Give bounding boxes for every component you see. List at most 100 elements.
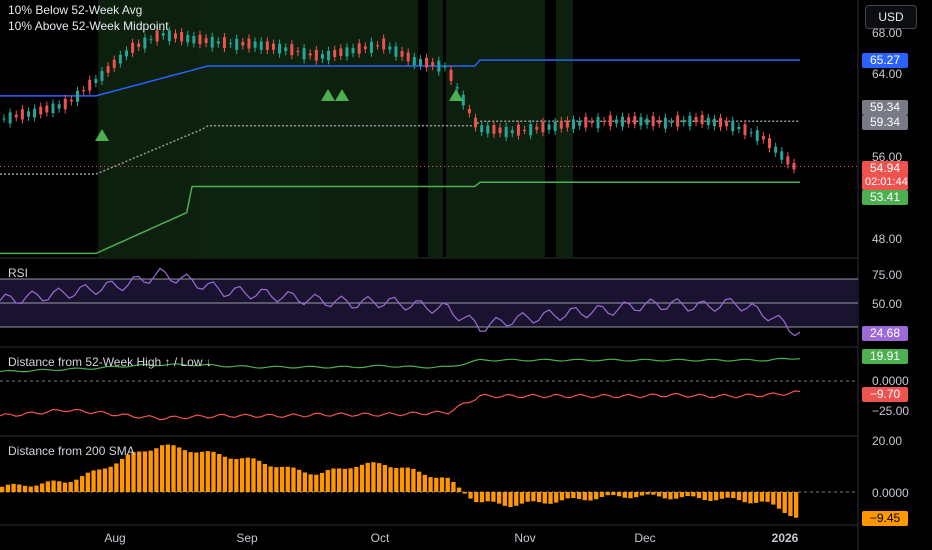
candle-body [198,34,202,45]
dist-sma-bar [188,452,193,492]
candle-body [124,50,128,57]
dist-sma-bar [611,492,616,496]
candle-body [535,126,539,130]
dist-sma-bar [748,492,753,504]
dist-sma-bar [496,492,502,504]
dist-sma-bar [342,468,348,492]
candle-body [676,115,680,127]
dist-sma-bar [754,492,759,503]
candle-body [112,59,116,68]
dist-sma-bar [97,469,102,492]
dist-sma-bar [199,451,205,492]
candle-body [467,108,471,114]
candle-body [596,117,600,129]
candle-body [559,120,563,129]
candle-body [461,94,465,106]
dist-sma-bar [251,458,256,492]
dist-sma-bar [68,481,73,492]
candle-body [278,43,282,54]
dist-sma-bar [645,492,650,495]
dist-sma-bar [765,492,770,502]
rsi-value-badge: 24.68 [862,326,908,341]
dist-sma-bar [445,477,450,492]
price-tick-56: 56.00 [872,150,903,164]
dist-sma-bar [62,482,68,492]
dist-sma-bar [702,492,707,501]
candle-body [443,66,447,68]
candle-body [222,37,226,49]
candle-body [706,117,710,126]
candle-body [688,115,692,127]
dist-sma-bar [759,492,765,502]
mid-line-value-badge-bottom: 59.34 [862,115,908,130]
dist-sma-bar [594,492,599,500]
candle-body [327,50,331,61]
dist-sma-bar [159,445,165,492]
dist-sma-bar [479,492,485,503]
dist-sma-bar [576,492,582,499]
dist-sma-bar [674,492,679,499]
candle-body [614,119,618,124]
dist-sma-bar [245,457,250,492]
candle-body [82,90,86,92]
dist-sma-bar [148,450,153,492]
dist-sma-bar [548,492,553,504]
dist-sma-bar [725,492,730,498]
candle-body [406,52,410,62]
dist-sma-bar [114,463,119,492]
dist-sma-bar [359,464,365,492]
candle-body [768,138,772,149]
buy-signal-marker [95,129,109,141]
dist-sma-bar [182,450,188,492]
dist-sma-bar [142,451,148,492]
dist-sma-bar [22,485,28,492]
candle-body [743,124,747,136]
dist-hl-tick-zero: 0.0000 [872,374,909,388]
dist-sma-bar [719,492,725,499]
candle-body [608,115,612,127]
currency-button[interactable]: USD [865,5,917,29]
dist-sma-bar [365,462,370,492]
mid-band-line [0,120,800,175]
dist-sma-bar [371,462,376,492]
candle-body [572,119,576,129]
dist-sma-bar [782,492,787,513]
candle-body [761,136,765,140]
price-tick-48: 48.00 [872,232,903,246]
dist-sma-bar [268,466,273,492]
dist-sma-bar [302,472,308,492]
dist-sma-bar [125,454,130,492]
candle-body [474,117,478,128]
dist-sma-bar [691,492,696,497]
lower-band-line [0,181,800,255]
dist-sma-bar [731,492,736,499]
dist-sma-bar [491,492,496,502]
candle-body [339,48,343,57]
dist-sma-bar [131,452,136,492]
dist-sma-bar [388,467,393,492]
candle-body [143,37,147,49]
dist-sma-bar [559,492,565,501]
candle-body [33,108,37,118]
dist-sma-bar [554,492,559,503]
dist-sma-bar [468,492,473,499]
dist-sma-bar [34,485,39,492]
dist-sma-bar [177,447,182,492]
candle-body [780,151,784,160]
dist-sma-bar [325,470,330,492]
dist-sma-bar [51,480,56,492]
candle-body [400,50,404,57]
dist-sma-bar [416,471,422,492]
dist-sma-bar [119,458,125,492]
dist-sma-bar [599,492,605,497]
dist-sma-bar [405,467,410,492]
candle-body [774,146,778,153]
dist-sma-bar [434,477,439,492]
candle-body [320,54,324,59]
candle-body [737,126,741,130]
candle-body [553,121,557,131]
candle-body [694,117,698,123]
buy-signal-marker [449,89,463,101]
dist-sma-bar [662,492,667,499]
candle-body [302,48,306,60]
